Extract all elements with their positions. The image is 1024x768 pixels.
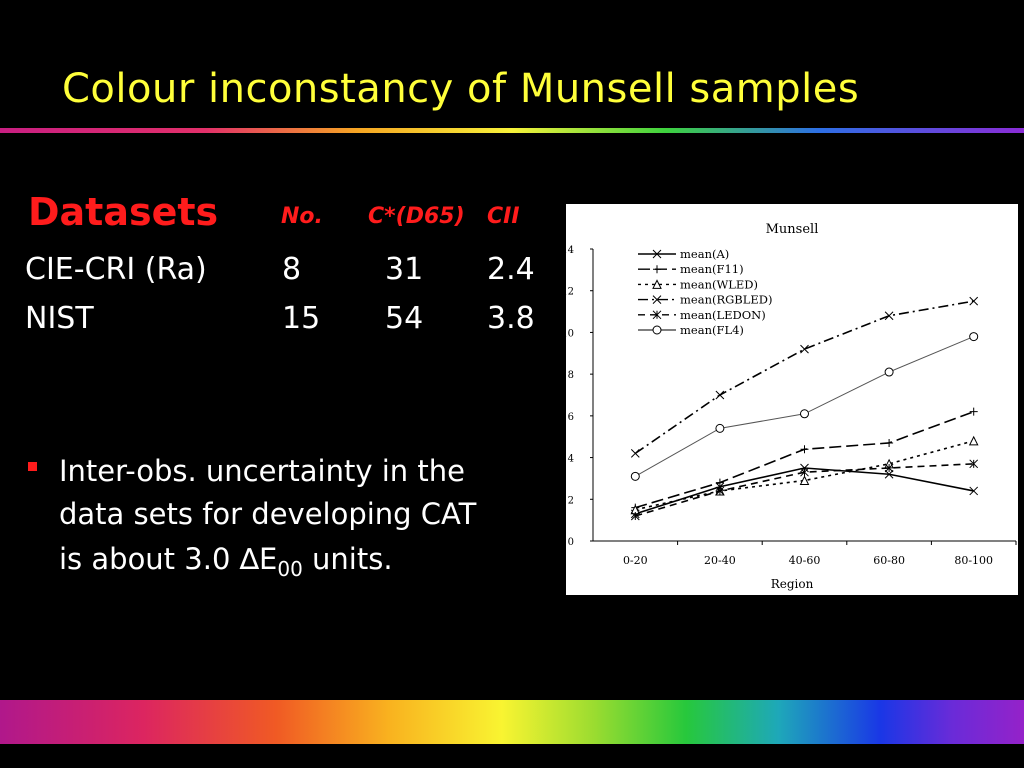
y-tick-label: 10 xyxy=(566,328,574,339)
legend-label: mean(LEDON) xyxy=(680,308,766,322)
series-line xyxy=(635,410,974,509)
delta-symbol: ∆ xyxy=(239,542,260,576)
data-point xyxy=(969,407,978,416)
data-point xyxy=(799,475,810,486)
column-header-no: No. xyxy=(281,204,323,229)
y-tick-label: 14 xyxy=(566,245,574,256)
data-point xyxy=(969,459,979,469)
e-subscript: 00 xyxy=(277,556,303,581)
data-point xyxy=(884,463,894,473)
title-underline xyxy=(0,128,1024,133)
bullet-line-3-suffix: units. xyxy=(302,542,393,576)
x-tick-label: 40-60 xyxy=(789,554,821,567)
data-point xyxy=(652,310,662,320)
data-point xyxy=(653,265,661,274)
data-point xyxy=(715,486,725,496)
data-point xyxy=(884,367,894,377)
series-line xyxy=(635,336,974,477)
x-tick-label: 80-100 xyxy=(954,554,993,567)
bullet-item: Inter-obs. uncertainty in the data sets … xyxy=(28,450,538,591)
legend-label: mean(FL4) xyxy=(680,323,744,337)
data-point xyxy=(652,279,662,289)
table-row-c: 31 xyxy=(385,252,424,287)
table-row-name: NIST xyxy=(25,301,94,336)
data-point xyxy=(652,325,662,335)
bullet-line-2: data sets for developing CAT xyxy=(59,497,477,531)
bullet-line-3-prefix: is about 3.0 xyxy=(59,542,240,576)
data-point xyxy=(800,445,809,454)
e-symbol: E xyxy=(259,542,278,576)
y-tick-label: 0 xyxy=(568,537,574,548)
data-point xyxy=(715,478,724,487)
y-tick-label: 2 xyxy=(568,495,574,506)
data-point xyxy=(630,449,640,458)
legend-label: mean(A) xyxy=(680,247,729,261)
data-point xyxy=(652,295,662,304)
y-tick-label: 12 xyxy=(566,287,574,298)
munsell-chart: Munsell 0 2 4 6 8 10 12 14 0-20 20-40 40-60 60-80 80-… xyxy=(561,204,1018,595)
rainbow-band xyxy=(0,700,1024,744)
legend-label: mean(F11) xyxy=(680,262,744,276)
bullet-text: Inter-obs. uncertainty in the data sets … xyxy=(59,450,538,591)
data-point xyxy=(884,469,894,479)
data-point xyxy=(969,332,979,342)
y-tick-label: 8 xyxy=(568,370,574,381)
data-point xyxy=(968,435,979,446)
x-tick-label: 60-80 xyxy=(873,554,905,567)
bullet-line-3: is about 3.0 ∆E00 units. xyxy=(59,538,538,591)
slide-title: Colour inconstancy of Munsell samples xyxy=(62,66,860,112)
series-line xyxy=(634,300,974,455)
data-point xyxy=(630,511,640,521)
data-point xyxy=(800,344,809,354)
series-line xyxy=(635,440,974,511)
y-tick-label: 4 xyxy=(568,454,574,465)
table-row-no: 8 xyxy=(282,252,302,287)
data-point xyxy=(885,438,894,447)
data-point xyxy=(715,390,725,400)
data-point xyxy=(884,311,894,321)
data-point xyxy=(969,296,979,306)
data-point xyxy=(800,463,809,473)
legend-label: mean(RGBLED) xyxy=(680,293,773,307)
bullet-line-1: Inter-obs. uncertainty in the xyxy=(59,454,465,488)
data-point xyxy=(652,249,662,259)
column-header-c: C*(D65) xyxy=(368,204,465,229)
chart-svg: Munsell 0 2 4 6 8 10 12 14 0-20 20-40 40-60 60-80 80-… xyxy=(561,222,1017,591)
legend-label: mean(WLED) xyxy=(680,277,758,291)
y-tick-label: 6 xyxy=(568,412,574,423)
x-axis-label: Region xyxy=(771,577,814,591)
x-tick-label: 0-20 xyxy=(623,554,648,567)
x-tick-label: 20-40 xyxy=(704,554,736,567)
table-row-c: 54 xyxy=(385,301,424,336)
chart-title: Munsell xyxy=(766,222,819,237)
table-row-name: CIE-CRI (Ra) xyxy=(25,252,207,287)
data-point xyxy=(800,467,809,477)
bullet-square-icon xyxy=(28,462,37,471)
data-point xyxy=(800,409,809,419)
table-row-cii: 2.4 xyxy=(487,252,535,287)
table-row-no: 15 xyxy=(282,301,321,336)
column-header-cii: CII xyxy=(487,204,520,229)
datasets-heading: Datasets xyxy=(28,190,219,234)
data-point xyxy=(630,471,640,481)
data-point xyxy=(969,486,979,496)
table-row-cii: 3.8 xyxy=(487,301,535,336)
data-point xyxy=(715,423,725,433)
